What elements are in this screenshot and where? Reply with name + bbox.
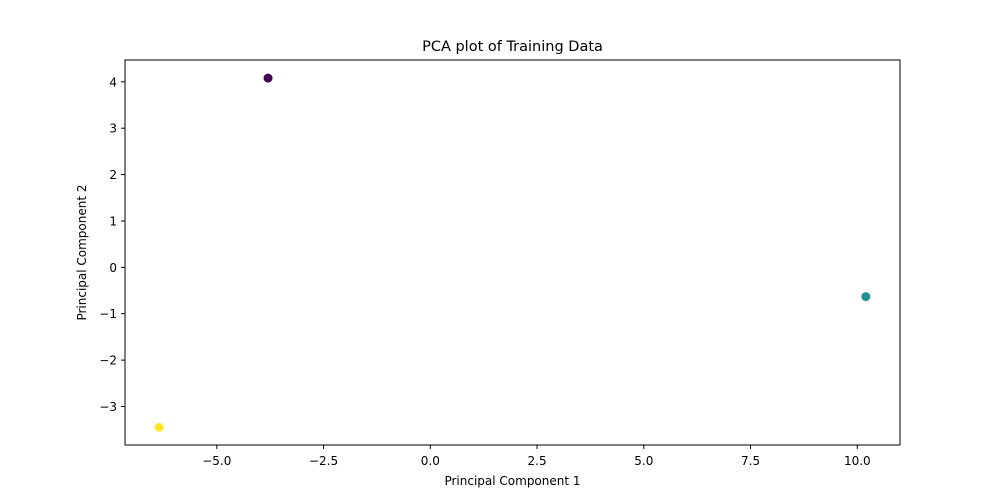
- data-point: [861, 292, 871, 302]
- x-axis-ticks: −5.0 −2.5 0.0 2.5 5.0 7.5 10.0: [202, 445, 871, 468]
- y-tick-label: 1: [109, 214, 117, 228]
- y-tick-label: −2: [99, 354, 117, 368]
- chart-title: PCA plot of Training Data: [422, 39, 603, 55]
- y-axis-ticks: −3 −2 −1 0 1 2 3 4: [99, 75, 125, 414]
- x-tick-label: 10.0: [844, 454, 871, 468]
- y-tick-label: −1: [99, 307, 117, 321]
- y-tick-label: 3: [109, 122, 117, 136]
- data-point: [154, 422, 164, 432]
- x-axis-label: Principal Component 1: [444, 474, 580, 488]
- y-tick-label: 4: [109, 75, 117, 89]
- x-tick-label: 5.0: [634, 454, 653, 468]
- y-tick-label: 0: [109, 261, 117, 275]
- y-tick-label: 2: [109, 168, 117, 182]
- y-axis-label: Principal Component 2: [75, 184, 89, 320]
- y-tick-label: −3: [99, 400, 117, 414]
- x-tick-label: 2.5: [528, 454, 547, 468]
- x-tick-label: −5.0: [202, 454, 231, 468]
- x-tick-label: 0.0: [421, 454, 440, 468]
- x-tick-label: −2.5: [309, 454, 338, 468]
- x-tick-label: 7.5: [741, 454, 760, 468]
- plot-area-frame: [124, 59, 901, 446]
- data-points: [154, 73, 871, 432]
- data-point: [263, 73, 273, 83]
